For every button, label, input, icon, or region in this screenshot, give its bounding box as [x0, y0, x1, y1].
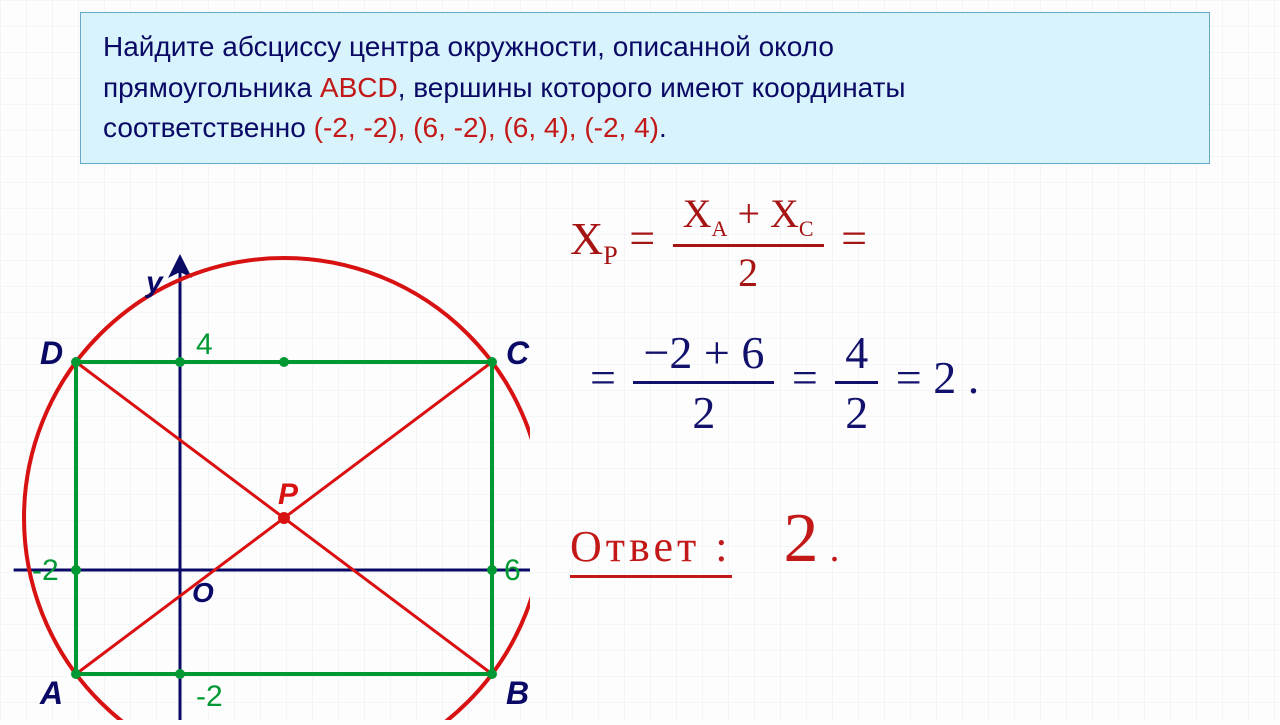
point-p	[278, 512, 290, 524]
problem-statement: Найдите абсциссу центра окружности, опис…	[80, 12, 1210, 164]
tick-x6: 6	[504, 554, 521, 587]
circumscribed-circle	[24, 258, 530, 720]
eq2-num: −2 + 6	[633, 326, 774, 379]
point-marker	[487, 357, 497, 367]
eq-sign: =	[590, 352, 627, 403]
problem-dot: .	[659, 112, 667, 143]
eq1-lhs: XP	[570, 213, 629, 264]
eq1-lhs-sub: P	[603, 241, 617, 270]
eq1-xc-sub: C	[799, 216, 814, 241]
eq2-fraction: −2 + 6 2	[633, 326, 774, 439]
solution: XP = XA + XC 2 = = −2 + 6 2 =	[570, 190, 1250, 609]
eq2-den: 2	[633, 386, 774, 439]
problem-line1: Найдите абсциссу центра окружности, опис…	[103, 31, 834, 62]
eq3-den: 2	[835, 386, 878, 439]
eq-sign: =	[896, 352, 933, 403]
eq1-den: 2	[673, 249, 824, 296]
eq1-xc: X	[770, 191, 799, 236]
tick-y4: 4	[196, 328, 213, 361]
diagram: yxODCABP4-2-26	[10, 160, 530, 720]
point-marker	[487, 669, 497, 679]
eq1-lhs-x: X	[570, 213, 603, 264]
eq3-num: 4	[835, 326, 878, 379]
problem-line2a: прямоугольника	[103, 72, 320, 103]
tick-y-neg2: -2	[196, 680, 223, 713]
label-a: A	[39, 675, 63, 711]
point-marker	[175, 669, 185, 679]
eq-sign: =	[841, 213, 867, 264]
eq1-plus: +	[737, 191, 770, 236]
answer-label: Ответ :	[570, 522, 732, 578]
equation-2: = −2 + 6 2 = 4 2 = 2 .	[590, 326, 1250, 439]
origin-label: O	[192, 577, 214, 608]
eq3-fraction: 4 2	[835, 326, 878, 439]
answer-value: 2	[784, 500, 819, 577]
problem-line2b: , вершины которого имеют координаты	[398, 72, 906, 103]
point-marker	[71, 565, 81, 575]
label-d: D	[40, 335, 63, 371]
point-marker	[487, 565, 497, 575]
label-c: C	[506, 335, 530, 371]
equation-1: XP = XA + XC 2 =	[570, 190, 1250, 296]
eq1-xa: X	[683, 191, 712, 236]
period: .	[956, 352, 979, 403]
label-p: P	[278, 478, 299, 511]
eq-sign: =	[629, 213, 666, 264]
eq1-fraction: XA + XC 2	[673, 190, 824, 296]
point-marker	[71, 669, 81, 679]
eq-sign: =	[792, 352, 829, 403]
point-marker	[71, 357, 81, 367]
answer-line: Ответ : 2 .	[570, 499, 1250, 579]
label-b: B	[506, 675, 529, 711]
y-axis-label: y	[144, 266, 164, 299]
problem-line3a: соответственно	[103, 112, 314, 143]
point-marker	[175, 357, 185, 367]
eq-result: 2	[933, 352, 956, 403]
answer-dot: .	[830, 525, 840, 570]
problem-abcd: ABCD	[320, 72, 398, 103]
eq1-xa-sub: A	[712, 216, 728, 241]
point-marker	[279, 357, 289, 367]
problem-coords: (-2, -2), (6, -2), (6, 4), (-2, 4)	[314, 112, 659, 143]
tick-x-neg2: -2	[32, 554, 59, 587]
